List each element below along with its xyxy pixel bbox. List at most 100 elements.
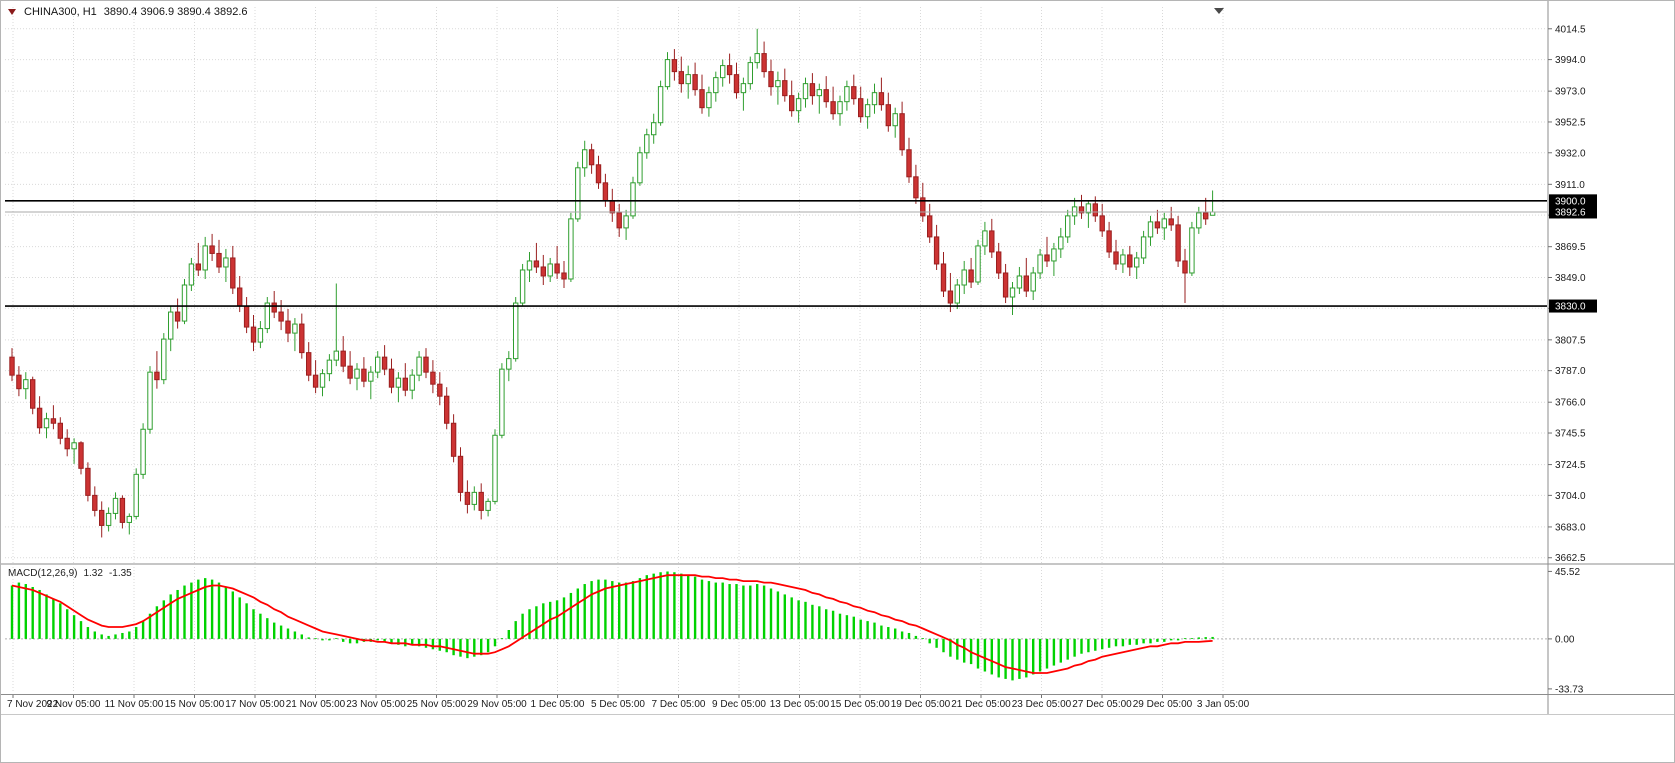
candle xyxy=(361,357,367,388)
candle xyxy=(1085,200,1092,228)
candle xyxy=(561,260,567,289)
symbol-ohlc-label: CHINA300, H1 3890.4 3906.9 3890.4 3892.6 xyxy=(8,6,248,18)
candle xyxy=(354,363,360,391)
candle xyxy=(933,224,940,270)
candle xyxy=(713,71,719,102)
candle xyxy=(416,351,422,382)
price-badge: 3900.0 xyxy=(1549,194,1597,208)
symbol-dropdown-icon[interactable] xyxy=(8,9,16,15)
candle xyxy=(678,56,684,93)
candle xyxy=(685,65,691,99)
candle xyxy=(1044,236,1050,267)
candle xyxy=(30,376,36,415)
candle xyxy=(57,417,63,445)
candle xyxy=(554,245,560,279)
macd-axis[interactable]: 45.52 0.00 -33.73 xyxy=(1548,567,1584,695)
candle xyxy=(616,203,622,237)
candle xyxy=(340,336,346,373)
candle xyxy=(423,348,429,379)
candle xyxy=(761,41,767,78)
candle xyxy=(1058,227,1064,258)
candle xyxy=(1030,266,1036,301)
level-lines[interactable] xyxy=(5,200,1547,307)
candle xyxy=(864,98,871,129)
candle xyxy=(1106,221,1112,258)
candle xyxy=(216,239,222,273)
candle xyxy=(982,221,988,255)
pane-separators xyxy=(1,1,1674,715)
svg-text:3 Jan 05:00: 3 Jan 05:00 xyxy=(1197,699,1250,710)
candle xyxy=(968,257,974,289)
svg-text:5 Dec 05:00: 5 Dec 05:00 xyxy=(591,699,645,710)
candle xyxy=(1161,212,1167,240)
candle xyxy=(154,351,160,389)
candle xyxy=(257,321,264,349)
candle xyxy=(644,128,650,159)
macd-name: MACD(12,26,9) xyxy=(8,568,78,579)
candle xyxy=(754,28,760,69)
candle xyxy=(637,146,643,186)
chart-shift-marker-icon[interactable] xyxy=(1214,8,1224,14)
candle xyxy=(395,372,402,403)
candle xyxy=(78,441,84,475)
candle xyxy=(326,354,333,382)
svg-text:25 Nov 05:00: 25 Nov 05:00 xyxy=(407,699,467,710)
candle xyxy=(671,49,678,81)
svg-text:3932.0: 3932.0 xyxy=(1555,148,1586,159)
candle xyxy=(692,62,698,96)
candle xyxy=(464,480,471,514)
candle xyxy=(506,351,512,382)
svg-text:17 Nov 05:00: 17 Nov 05:00 xyxy=(225,699,285,710)
candle xyxy=(1175,215,1181,267)
candle xyxy=(657,80,664,126)
symbol-period: CHINA300, H1 xyxy=(24,6,97,18)
candle xyxy=(188,257,195,292)
svg-text:13 Dec 05:00: 13 Dec 05:00 xyxy=(770,699,830,710)
svg-text:3869.5: 3869.5 xyxy=(1555,242,1586,253)
candle xyxy=(1002,263,1009,304)
candle xyxy=(513,297,519,362)
candle xyxy=(1071,197,1078,225)
candle xyxy=(285,309,291,343)
svg-text:3787.0: 3787.0 xyxy=(1555,366,1586,377)
candle xyxy=(1203,197,1209,225)
candle xyxy=(782,68,788,102)
candle xyxy=(161,333,167,385)
candle xyxy=(664,52,671,90)
candle xyxy=(1120,248,1126,273)
candle xyxy=(147,366,153,434)
candle xyxy=(954,278,960,310)
candle xyxy=(1147,215,1154,246)
candle xyxy=(927,203,933,243)
candle xyxy=(319,369,326,397)
candle xyxy=(168,306,174,352)
candle xyxy=(306,342,312,382)
candle xyxy=(140,423,146,479)
svg-text:3973.0: 3973.0 xyxy=(1555,87,1586,98)
candle xyxy=(64,429,70,457)
svg-text:45.52: 45.52 xyxy=(1555,567,1580,578)
candle xyxy=(181,278,188,325)
candle xyxy=(830,86,836,120)
price-badge: 3892.6 xyxy=(1549,205,1597,219)
candle xyxy=(1189,221,1195,276)
candle xyxy=(71,438,77,464)
svg-text:21 Dec 05:00: 21 Dec 05:00 xyxy=(951,699,1011,710)
candle xyxy=(823,76,829,108)
candle xyxy=(878,77,885,111)
candle xyxy=(1127,245,1133,276)
svg-text:3766.0: 3766.0 xyxy=(1555,398,1586,409)
candle xyxy=(871,83,878,114)
candle xyxy=(575,161,581,222)
candle xyxy=(913,164,919,204)
candle xyxy=(816,83,822,114)
svg-text:3849.0: 3849.0 xyxy=(1555,273,1586,284)
candle xyxy=(499,363,505,439)
candle xyxy=(1154,209,1161,234)
candle xyxy=(99,501,105,538)
svg-text:4014.5: 4014.5 xyxy=(1555,24,1586,35)
candle xyxy=(533,242,540,273)
